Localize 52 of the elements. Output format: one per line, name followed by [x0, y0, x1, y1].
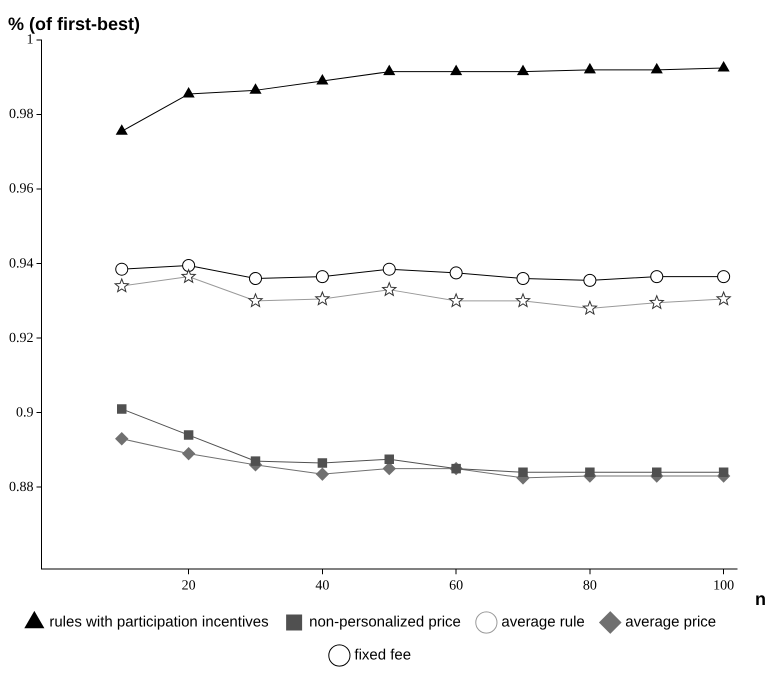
point	[250, 84, 262, 94]
point	[450, 65, 462, 76]
point	[717, 270, 730, 284]
point	[651, 63, 662, 74]
point	[382, 262, 396, 276]
point	[583, 274, 596, 287]
y-axis-title: % (of first-best)	[8, 14, 140, 34]
point	[115, 262, 128, 276]
legend-label: non-personalized price	[309, 614, 461, 631]
legend-label: rules with participation incentives	[49, 614, 269, 631]
y-tick-label: 0.94	[9, 256, 34, 272]
point	[650, 270, 664, 284]
point	[585, 468, 595, 478]
y-tick-label: 0.88	[9, 480, 34, 495]
point	[652, 468, 662, 478]
point	[116, 124, 128, 135]
y-tick-label: 0.96	[9, 182, 34, 197]
point	[384, 454, 394, 464]
point	[318, 458, 328, 468]
point	[450, 266, 463, 280]
point	[584, 63, 596, 74]
point	[182, 258, 196, 272]
point	[518, 468, 528, 478]
point	[182, 88, 194, 98]
point	[517, 65, 529, 76]
point	[718, 61, 730, 72]
point	[316, 270, 329, 284]
y-tick-label: 0.9	[16, 405, 34, 420]
x-tick-label: 100	[713, 578, 734, 594]
legend-label: fixed fee	[354, 646, 412, 664]
point	[316, 468, 329, 481]
point	[117, 404, 126, 414]
y-tick-label: 0.92	[9, 330, 34, 346]
y-tick-label: 0.98	[9, 107, 34, 122]
legend-label: average rule	[501, 614, 585, 631]
legend-label: average price	[625, 614, 716, 631]
x-tick-label: 60	[449, 578, 464, 594]
point	[250, 456, 260, 466]
point	[718, 468, 728, 478]
x-tick-label: 80	[582, 578, 597, 594]
x-tick-label: 20	[182, 578, 196, 594]
point	[182, 447, 196, 460]
point	[115, 432, 128, 446]
point	[516, 272, 530, 286]
point	[384, 65, 395, 76]
x-axis-title: n	[755, 589, 766, 610]
x-tick-label: 40	[315, 578, 330, 594]
point	[316, 74, 328, 84]
y-tick-label: 1	[26, 32, 34, 48]
point	[184, 430, 194, 440]
point	[382, 462, 396, 476]
point	[249, 272, 262, 286]
